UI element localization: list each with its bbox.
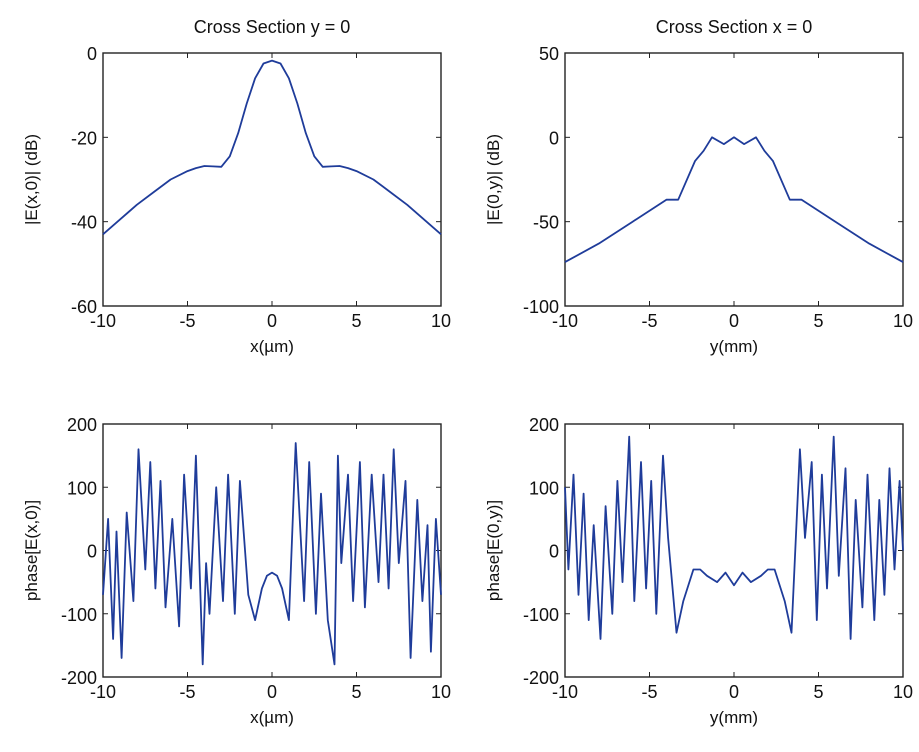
x-tick-label: -10 [90,311,116,331]
y-tick-label: 0 [549,128,559,148]
x-tick-label: 0 [729,682,739,702]
x-tick-label: 5 [351,311,361,331]
x-tick-label: 0 [267,682,277,702]
y-tick-label: -200 [523,668,559,688]
x-tick-label: 5 [813,682,823,702]
x-axis-label: y(mm) [710,337,758,356]
x-tick-label: -10 [552,682,578,702]
x-tick-label: -10 [552,311,578,331]
x-tick-label: -10 [90,682,116,702]
chart-panel-4: -10 -5 0 5 10 200 100 0 -100 -200 y(mm) phase[E(0,y… [484,415,913,727]
series-line [102,442,442,666]
y-tick-label: 200 [529,415,559,435]
y-tick-label: -60 [71,297,97,317]
y-tick-label: 0 [87,542,97,562]
y-tick-label: 200 [67,415,97,435]
y-tick-label: 50 [539,44,559,64]
plot-area [564,423,904,678]
x-axis-label: x(µm) [250,337,294,356]
x-tick-label: 10 [893,311,913,331]
y-tick-label: -200 [61,668,97,688]
y-axis-label: |E(x,0)| (dB) [22,134,41,225]
series-line [564,136,904,263]
y-tick-label: 0 [87,44,97,64]
y-tick-label: 100 [529,478,559,498]
x-tick-label: -5 [641,682,657,702]
x-tick-label: 10 [893,682,913,702]
x-tick-label: -5 [641,311,657,331]
y-tick-label: -50 [533,213,559,233]
y-axis-label: phase[E(0,y)] [484,500,503,601]
plot-area [102,52,442,307]
y-axis-label: phase[E(x,0)] [22,500,41,601]
x-tick-label: 10 [431,311,451,331]
chart-panel-3: -10 -5 0 5 10 200 100 0 -100 -200 x(µm) phase[E(x,0… [22,415,451,727]
series-line [102,59,442,235]
y-tick-label: -20 [71,128,97,148]
y-tick-label: -100 [523,297,559,317]
y-tick-label: -100 [523,605,559,625]
chart-title: Cross Section y = 0 [194,17,351,37]
y-tick-label: 100 [67,478,97,498]
y-tick-label: 0 [549,542,559,562]
plot-area [564,52,904,307]
x-tick-label: 5 [813,311,823,331]
x-tick-label: 10 [431,682,451,702]
chart-title: Cross Section x = 0 [656,17,813,37]
x-tick-label: -5 [179,311,195,331]
x-axis-label: x(µm) [250,708,294,727]
series-line [564,435,904,640]
x-tick-label: 0 [267,311,277,331]
x-tick-label: 0 [729,311,739,331]
chart-panel-1: -10 -5 0 5 10 0 -20 -40 -60 Cross Section y = 0 x(… [22,17,451,356]
x-axis-label: y(mm) [710,708,758,727]
y-tick-label: -40 [71,213,97,233]
x-tick-label: -5 [179,682,195,702]
x-tick-label: 5 [351,682,361,702]
y-axis-label: |E(0,y)| (dB) [484,134,503,225]
y-tick-label: -100 [61,605,97,625]
